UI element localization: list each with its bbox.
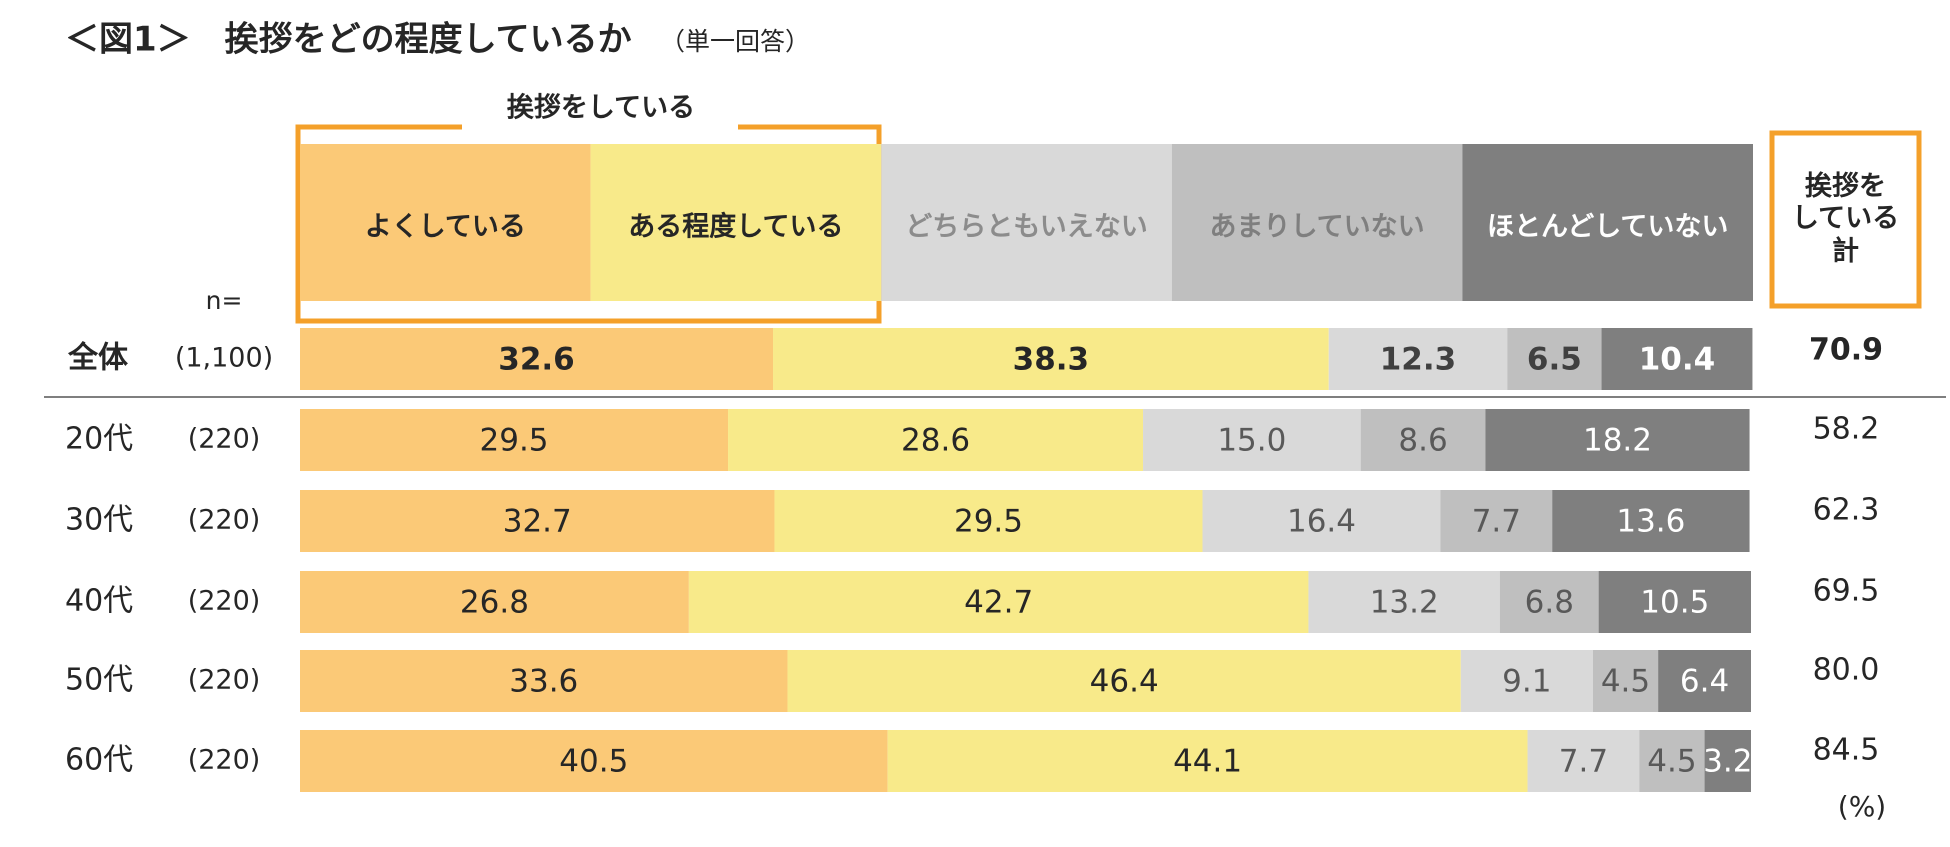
total-value: 70.9 xyxy=(1809,333,1883,368)
value-label: 40.5 xyxy=(559,744,628,780)
bar-segment xyxy=(1485,409,1750,471)
bar-segment xyxy=(774,490,1203,552)
value-label: 3.2 xyxy=(1703,744,1752,780)
value-label: 32.7 xyxy=(503,504,572,540)
bar-segment xyxy=(1143,409,1361,471)
chart-title: ＜図1＞ 挨拶をどの程度しているか xyxy=(65,20,632,60)
n-value: (220) xyxy=(188,586,261,617)
bar-segment xyxy=(1499,571,1599,633)
group-label: 挨拶をしている xyxy=(507,93,695,124)
bar-segment xyxy=(300,650,788,712)
total-value: 84.5 xyxy=(1813,733,1880,768)
bar-segment xyxy=(1507,328,1602,390)
value-label: 10.4 xyxy=(1639,342,1716,378)
bar-segment xyxy=(1460,650,1593,712)
row-label: 全体 xyxy=(67,341,129,376)
value-label: 46.4 xyxy=(1090,664,1159,700)
value-label: 29.5 xyxy=(480,423,549,459)
value-label: 4.5 xyxy=(1647,744,1696,780)
value-label: 13.6 xyxy=(1616,504,1685,540)
total-value: 58.2 xyxy=(1813,412,1880,447)
value-label: 12.3 xyxy=(1380,342,1457,378)
value-label: 13.2 xyxy=(1370,585,1439,621)
bar-segment xyxy=(1360,409,1486,471)
row-label: 60代 xyxy=(65,743,133,778)
legend-label: ある程度している xyxy=(628,211,843,243)
bar-segment xyxy=(300,571,689,633)
bar-segment xyxy=(773,328,1329,390)
row-label: 50代 xyxy=(65,663,133,698)
value-label: 10.5 xyxy=(1640,585,1709,621)
bar-segment xyxy=(1704,730,1751,792)
bar-segment xyxy=(1601,328,1753,390)
value-label: 7.7 xyxy=(1559,744,1608,780)
value-label: 6.5 xyxy=(1527,342,1582,378)
value-label: 6.8 xyxy=(1525,585,1574,621)
bar-segment xyxy=(300,730,888,792)
total-box xyxy=(1769,130,1922,309)
bar-segment xyxy=(1639,730,1705,792)
bar-segment xyxy=(887,730,1528,792)
total-header: 挨拶を している 計 xyxy=(1791,170,1900,267)
legend-swatch xyxy=(1171,144,1463,301)
bar-segment xyxy=(1202,490,1441,552)
bar-segment xyxy=(1592,650,1659,712)
legend-swatch xyxy=(300,144,591,301)
value-label: 16.4 xyxy=(1287,504,1356,540)
bar-segment xyxy=(1440,490,1553,552)
legend-swatch xyxy=(1462,144,1753,301)
legend-label: どちらともいえない xyxy=(905,212,1147,243)
legend-label: ほとんどしていない xyxy=(1487,212,1728,243)
bar-segment xyxy=(1308,571,1500,633)
bar-segment xyxy=(1527,730,1640,792)
bar-segment xyxy=(300,328,774,390)
value-label: 33.6 xyxy=(509,664,578,700)
value-label: 28.6 xyxy=(901,423,970,459)
value-label: 6.4 xyxy=(1680,664,1729,700)
legend-label: よくしている xyxy=(365,212,526,243)
value-label: 38.3 xyxy=(1013,342,1090,378)
legend-swatch xyxy=(590,144,882,301)
row-label: 20代 xyxy=(65,422,133,457)
value-label: 42.7 xyxy=(964,585,1033,621)
value-label: 29.5 xyxy=(954,504,1023,540)
legend-swatch xyxy=(881,144,1172,301)
chart-subtitle: （単一回答） xyxy=(660,27,810,56)
bar-segment xyxy=(787,650,1461,712)
n-value: (1,100) xyxy=(175,343,273,374)
value-label: 44.1 xyxy=(1173,744,1242,780)
total-value: 62.3 xyxy=(1813,493,1880,528)
value-label: 32.6 xyxy=(498,342,575,378)
bar-segment xyxy=(300,409,729,471)
value-label: 26.8 xyxy=(460,585,529,621)
n-value: (220) xyxy=(188,424,261,455)
value-label: 8.6 xyxy=(1398,423,1447,459)
n-value: (220) xyxy=(188,665,261,696)
legend-label: あまりしていない xyxy=(1209,212,1424,243)
value-label: 15.0 xyxy=(1217,423,1286,459)
total-value: 80.0 xyxy=(1813,653,1880,688)
bar-segment xyxy=(688,571,1309,633)
bar-segment xyxy=(1598,571,1751,633)
bar-segment xyxy=(1328,328,1508,390)
n-label: n= xyxy=(206,286,243,315)
bar-segment xyxy=(728,409,1144,471)
bar-segment xyxy=(1552,490,1750,552)
row-label: 30代 xyxy=(65,503,133,538)
unit-label: (%) xyxy=(1838,790,1886,823)
n-value: (220) xyxy=(188,505,261,536)
value-label: 9.1 xyxy=(1502,664,1551,700)
value-label: 18.2 xyxy=(1583,423,1652,459)
n-value: (220) xyxy=(188,745,261,776)
row-label: 40代 xyxy=(65,584,133,619)
value-label: 7.7 xyxy=(1472,504,1521,540)
value-label: 4.5 xyxy=(1601,664,1650,700)
total-value: 69.5 xyxy=(1813,574,1880,609)
group-gap xyxy=(462,118,738,136)
bar-segment xyxy=(300,490,775,552)
bar-segment xyxy=(1658,650,1751,712)
